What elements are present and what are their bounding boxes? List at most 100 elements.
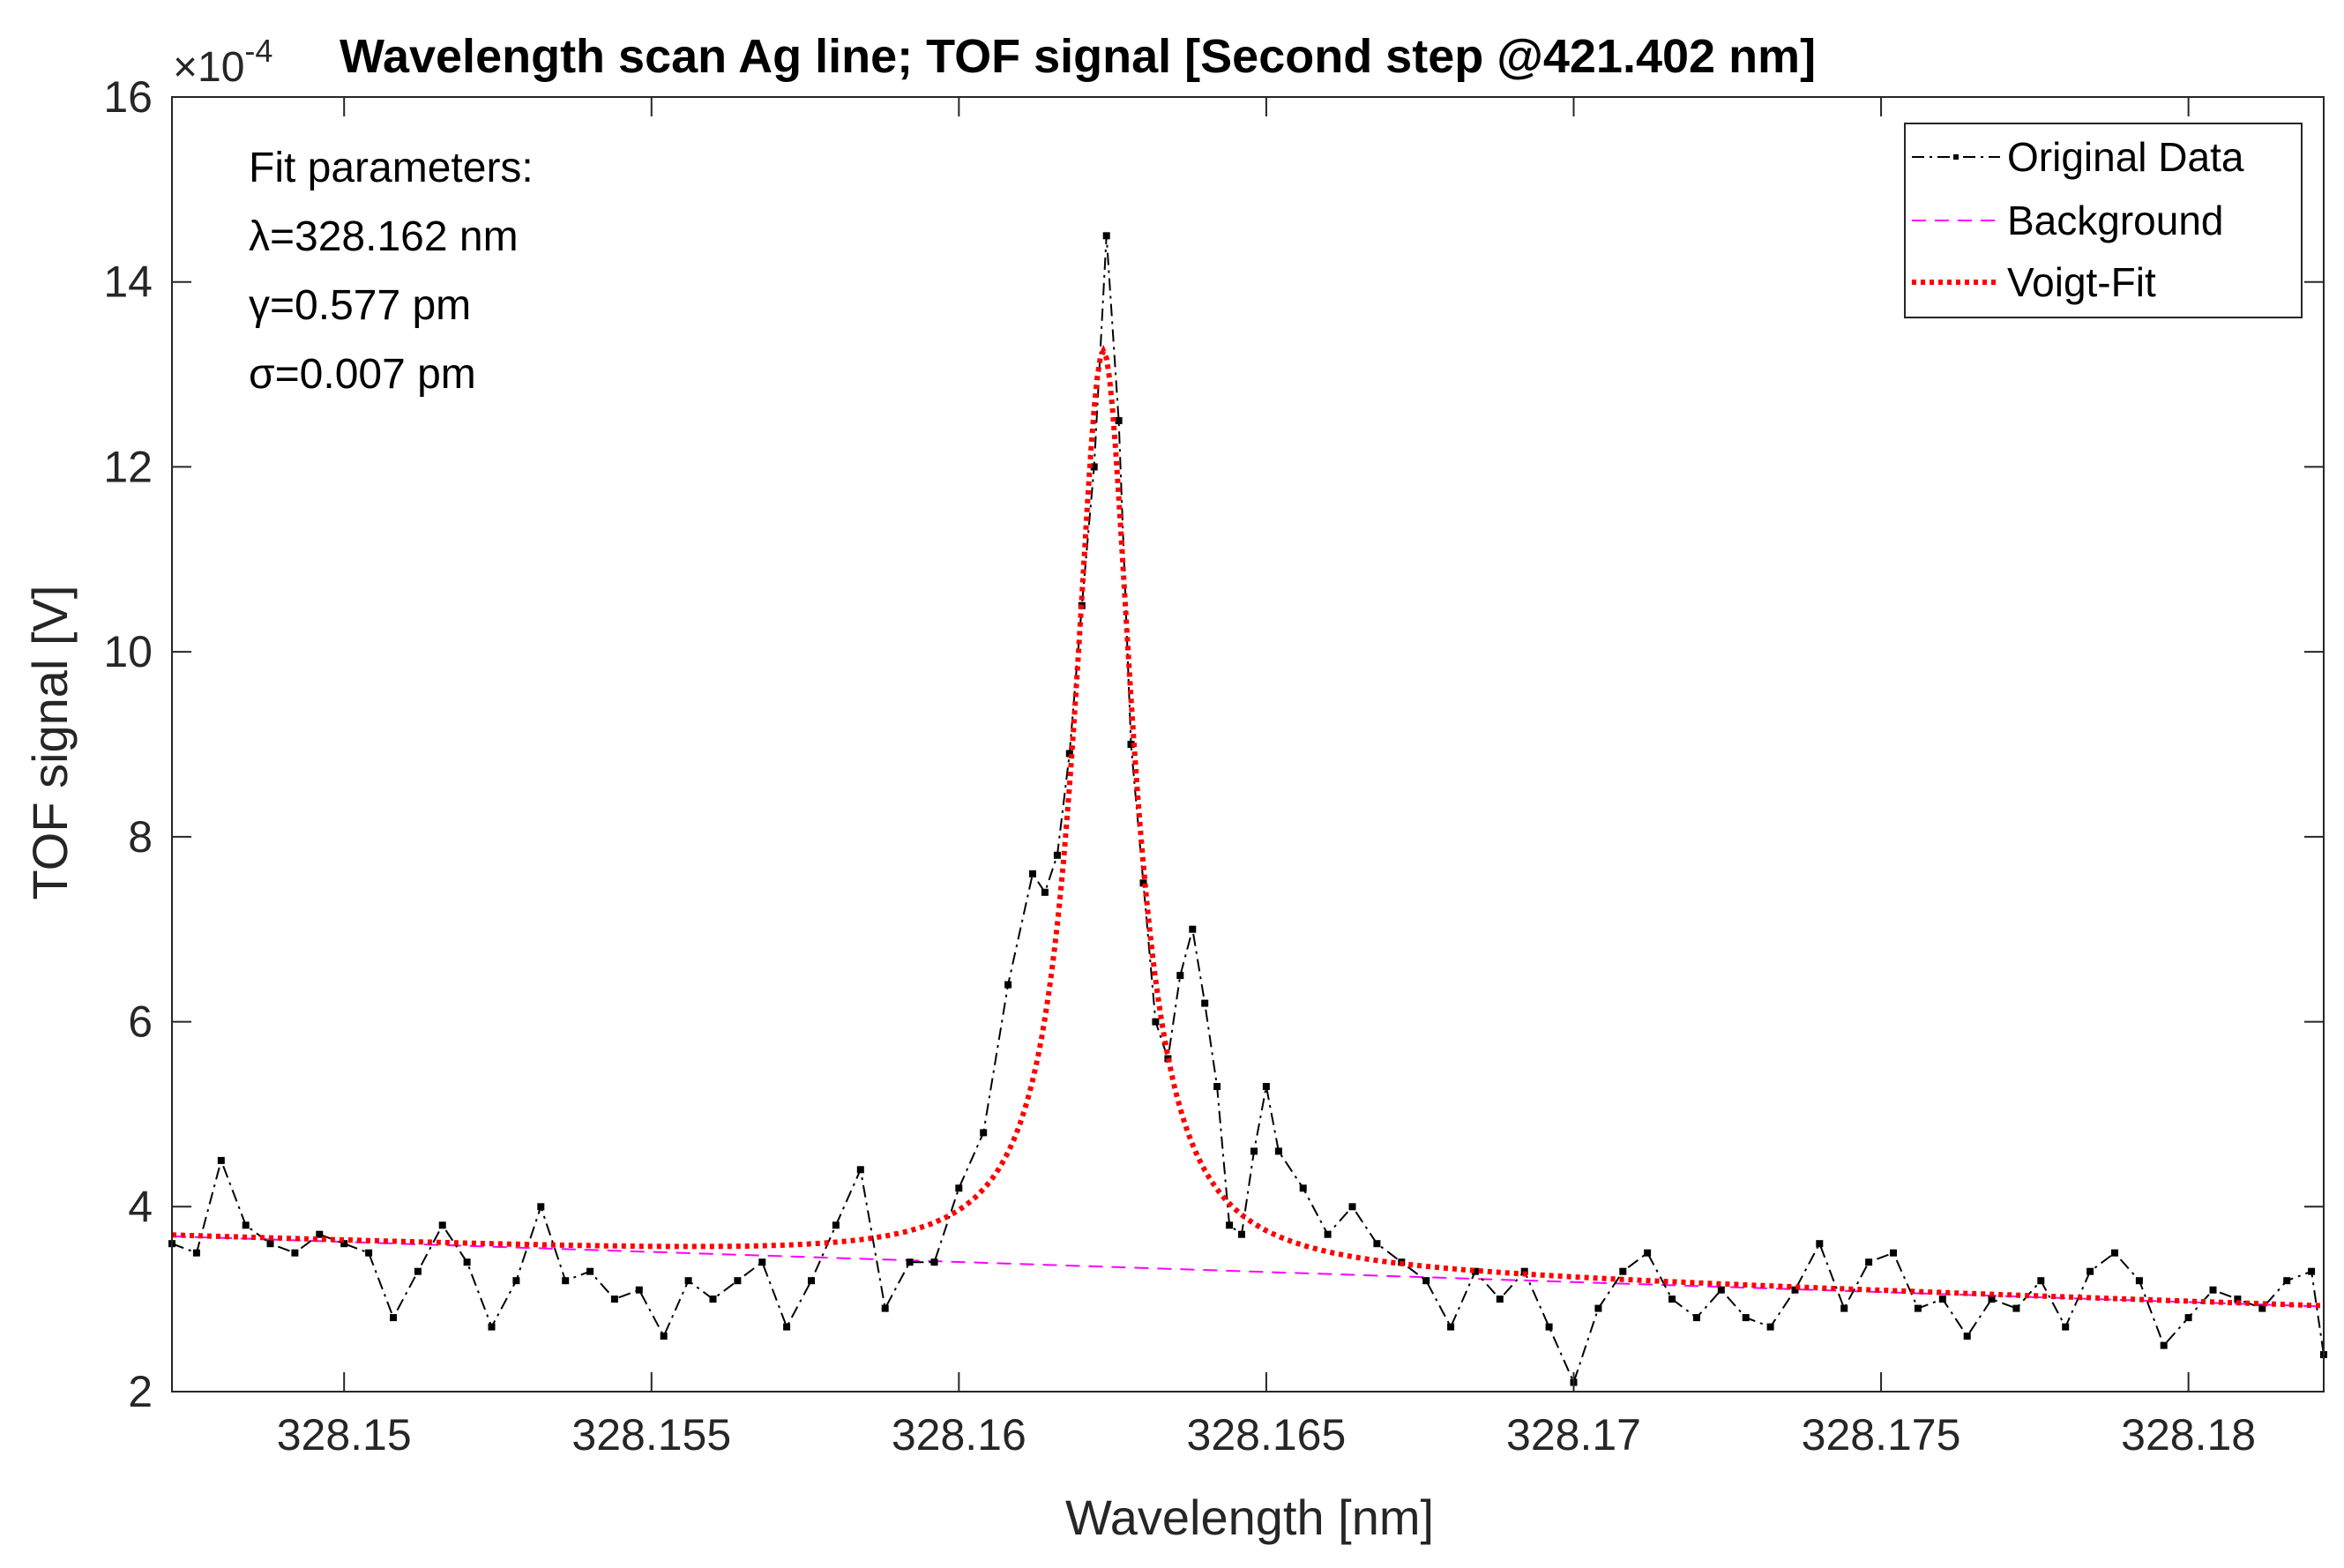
data-point: [340, 1240, 348, 1248]
data-point: [1988, 1295, 1996, 1303]
data-point: [1102, 232, 1110, 240]
data-point: [610, 1295, 618, 1303]
y-tick-label: 12: [103, 442, 153, 491]
data-point: [2283, 1277, 2291, 1285]
data-point: [832, 1221, 840, 1229]
data-point: [1717, 1286, 1725, 1294]
data-point: [1324, 1230, 1332, 1238]
data-point: [1644, 1249, 1652, 1257]
data-point: [512, 1277, 520, 1285]
data-point: [1004, 981, 1012, 989]
data-point: [1791, 1286, 1799, 1294]
x-tick-label: 328.175: [1802, 1410, 1961, 1460]
data-point: [316, 1230, 324, 1238]
y-tick-label: 4: [128, 1182, 153, 1231]
axes: 328.15 328.155 328.16 328.165 328.17 328.175 3…: [103, 72, 2325, 1460]
fit-parameters-annotation: Fit parameters: λ=328.162 nm γ=0.577 pm …: [249, 145, 534, 398]
data-point: [562, 1277, 570, 1285]
y-multiplier-exponent: -4: [244, 33, 272, 69]
data-point: [1594, 1304, 1602, 1312]
y-multiplier: ×10-4: [173, 33, 272, 91]
data-point: [414, 1267, 422, 1275]
data-point: [2086, 1267, 2094, 1275]
y-tick-label: 16: [103, 72, 153, 122]
series-voigt-fit-line: [172, 344, 2324, 1309]
data-point: [390, 1314, 397, 1322]
x-tick-label: 328.18: [2121, 1410, 2256, 1460]
data-point: [881, 1304, 889, 1312]
data-point: [1348, 1203, 1356, 1211]
data-point: [1471, 1267, 1479, 1275]
data-point: [438, 1221, 446, 1229]
data-point: [1692, 1314, 1700, 1322]
data-point: [2160, 1341, 2168, 1349]
data-point: [635, 1286, 643, 1294]
data-point: [1938, 1295, 1946, 1303]
legend-label-original-data: Original Data: [2007, 134, 2244, 180]
fit-sigma: σ=0.007 pm: [249, 351, 476, 398]
y-tick-label: 6: [128, 997, 153, 1047]
fit-gamma: γ=0.577 pm: [249, 282, 471, 329]
data-point: [266, 1240, 274, 1248]
data-point: [1447, 1323, 1455, 1331]
data-point: [1152, 1018, 1160, 1026]
data-point: [242, 1221, 250, 1229]
data-point: [1742, 1314, 1750, 1322]
x-tick-label: 328.155: [571, 1410, 731, 1460]
data-point: [1127, 741, 1135, 748]
chart-title: Wavelength scan Ag line; TOF signal [Sec…: [340, 30, 1816, 83]
data-point: [1963, 1333, 1971, 1340]
data-point: [1201, 999, 1209, 1007]
data-point: [1041, 888, 1049, 896]
y-axis-label: TOF signal [V]: [22, 586, 78, 900]
data-point: [1115, 417, 1123, 424]
data-point: [488, 1323, 496, 1331]
data-point: [1176, 972, 1184, 980]
fit-parameters-heading: Fit parameters:: [249, 145, 534, 191]
fit-lambda: λ=328.162 nm: [249, 213, 519, 260]
plot-area: [168, 232, 2327, 1386]
data-point: [2037, 1277, 2045, 1285]
data-point: [1299, 1184, 1307, 1192]
data-point: [1274, 1147, 1282, 1155]
data-point: [1840, 1304, 1848, 1312]
data-point: [906, 1258, 914, 1266]
data-point: [930, 1258, 938, 1266]
data-point: [192, 1249, 200, 1257]
data-point: [1766, 1323, 1774, 1331]
data-point: [2012, 1304, 2020, 1312]
data-point: [1914, 1304, 1922, 1312]
y-multiplier-base: ×10: [173, 44, 244, 91]
data-point: [1262, 1083, 1270, 1090]
data-point: [463, 1258, 471, 1266]
data-point: [1545, 1323, 1553, 1331]
data-point: [537, 1203, 545, 1211]
data-point: [1496, 1295, 1504, 1303]
data-point: [856, 1166, 864, 1174]
y-tick-label: 8: [128, 812, 153, 862]
data-point: [1139, 879, 1147, 887]
data-point: [1238, 1230, 1245, 1238]
data-point: [365, 1249, 373, 1257]
y-tick-label: 14: [103, 258, 153, 307]
x-axis-label: Wavelength [nm]: [1065, 1490, 1434, 1545]
data-point: [1865, 1258, 1873, 1266]
data-point: [1226, 1221, 1234, 1229]
x-tick-label: 328.17: [1506, 1410, 1641, 1460]
y-tick-label: 10: [103, 627, 153, 676]
legend: Original Data Background Voigt-Fit: [1904, 123, 2303, 318]
legend-marker-original-data: [1953, 154, 1959, 160]
data-point: [586, 1267, 594, 1275]
x-tick-label: 328.15: [277, 1410, 412, 1460]
data-point: [660, 1333, 668, 1340]
data-point: [1213, 1083, 1221, 1090]
data-point: [709, 1295, 717, 1303]
data-point: [2258, 1304, 2266, 1312]
data-point: [783, 1323, 791, 1331]
x-tick-label: 328.16: [892, 1410, 1026, 1460]
data-point: [2111, 1249, 2118, 1257]
data-point: [758, 1258, 766, 1266]
data-point: [2209, 1286, 2217, 1294]
data-point: [2062, 1323, 2070, 1331]
